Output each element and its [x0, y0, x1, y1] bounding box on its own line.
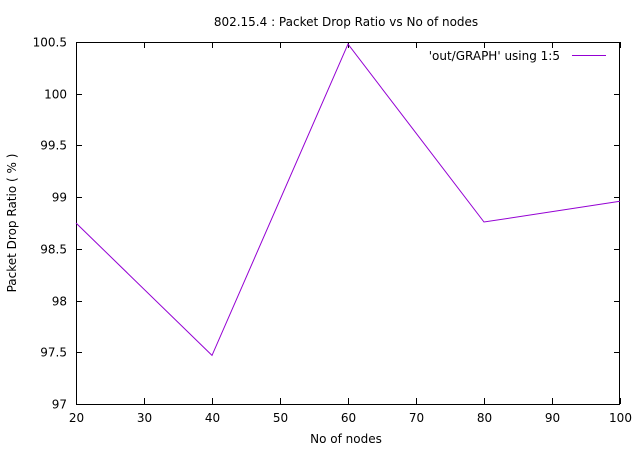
x-tick-label: 20 — [69, 411, 84, 425]
y-tick-label: 99.5 — [40, 139, 67, 153]
x-tick-label: 70 — [409, 411, 424, 425]
x-tick-label: 80 — [477, 411, 492, 425]
x-tick-label: 60 — [341, 411, 356, 425]
x-tick-label: 50 — [273, 411, 288, 425]
series-line — [75, 43, 621, 357]
y-tick-label: 98 — [52, 295, 67, 309]
x-tick-label: 100 — [609, 411, 632, 425]
legend: 'out/GRAPH' using 1:5 — [429, 49, 606, 63]
y-axis: 97 97.5 98 98.5 99 99.5 100 100.5 — [33, 36, 620, 412]
y-tick-label: 98.5 — [40, 243, 67, 257]
x-tick-label: 40 — [205, 411, 220, 425]
y-axis-label: Packet Drop Ratio ( % ) — [5, 154, 19, 293]
y-tick-label: 100.5 — [33, 36, 67, 50]
series-layer — [75, 43, 621, 357]
y-tick-label: 100 — [44, 88, 67, 102]
chart-title: 802.15.4 : Packet Drop Ratio vs No of no… — [214, 15, 478, 29]
x-axis-label: No of nodes — [310, 432, 382, 446]
y-tick-label: 99 — [52, 191, 67, 205]
x-axis: 20 30 40 50 60 70 80 90 100 — [69, 42, 632, 425]
y-tick-label: 97.5 — [40, 346, 67, 360]
y-tick-label: 97 — [52, 398, 67, 412]
x-tick-label: 30 — [137, 411, 152, 425]
x-tick-label: 90 — [545, 411, 560, 425]
legend-entry-label: 'out/GRAPH' using 1:5 — [429, 49, 560, 63]
plot-area-frame — [76, 42, 620, 405]
